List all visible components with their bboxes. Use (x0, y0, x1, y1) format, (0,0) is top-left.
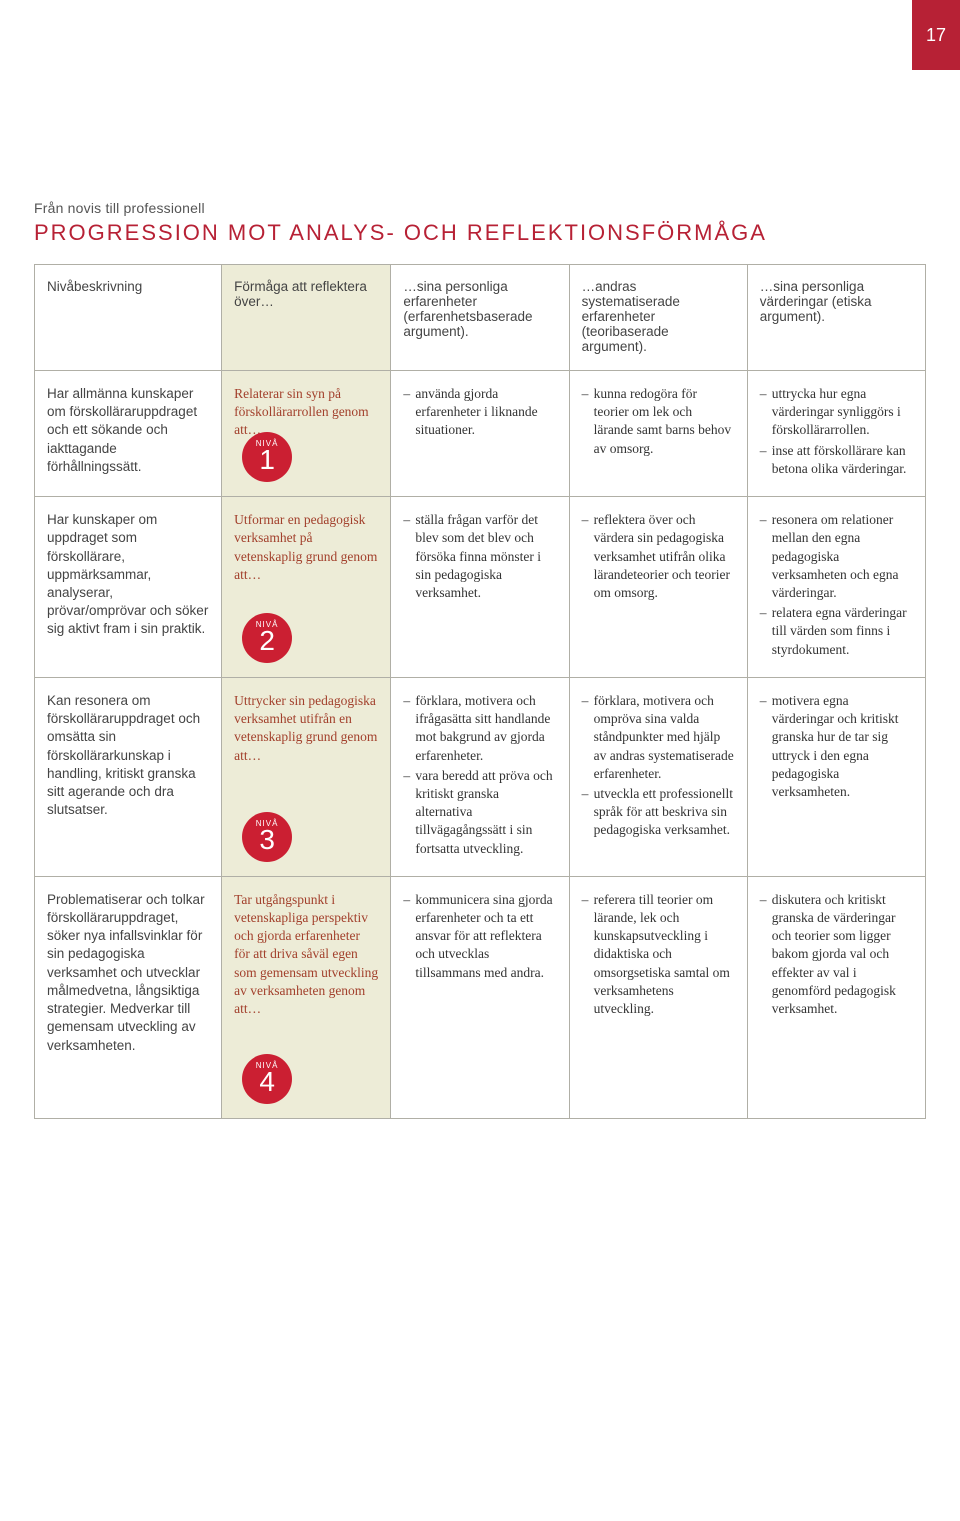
list-item: reflektera över och värdera sin pedagogi… (582, 511, 735, 602)
dash-list: kunna redogöra för teorier om lek och lä… (582, 385, 735, 458)
level-lead: Tar utgångspunkt i vetenskapliga perspek… (222, 876, 391, 1119)
table-row: Har allmänna kunskaper om förskollärarup… (35, 371, 926, 497)
level-badge-number: 2 (259, 627, 275, 655)
page-number-badge: 17 (912, 0, 960, 70)
header-personliga-erfarenheter: …sina personliga erfarenheter (erfarenhe… (391, 265, 569, 371)
level-lead: Uttrycker sin pedagogiska verksamhet uti… (222, 677, 391, 876)
dash-list: motivera egna värderingar och kritiskt g… (760, 692, 913, 801)
table-row: Har kunskaper om uppdraget som förskollä… (35, 497, 926, 678)
level-badge: NIVÅ 3 (242, 812, 292, 862)
list-item: förklara, motivera och ifrågasätta sitt … (403, 692, 556, 765)
list-item: vara beredd att pröva och kritiskt grans… (403, 767, 556, 858)
table-body: Har allmänna kunskaper om förskollärarup… (35, 371, 926, 1119)
list-item: utveckla ett professionellt språk för at… (582, 785, 735, 840)
list-item: kunna redogöra för teorier om lek och lä… (582, 385, 735, 458)
page-title: PROGRESSION MOT ANALYS- OCH REFLEKTIONSF… (34, 220, 926, 246)
dash-list: referera till teorier om lärande, lek oc… (582, 891, 735, 1019)
table-header-row: Nivåbeskrivning Förmåga att reflektera ö… (35, 265, 926, 371)
cell-c4: reflektera över och värdera sin pedagogi… (569, 497, 747, 678)
list-item: använda gjorda erfarenheter i liknande s… (403, 385, 556, 440)
cell-c4: kunna redogöra för teorier om lek och lä… (569, 371, 747, 497)
list-item: ställa frågan varför det blev som det bl… (403, 511, 556, 602)
dash-list: kommunicera sina gjorda erfarenheter och… (403, 891, 556, 982)
cell-c5: resonera om relationer mellan den egna p… (747, 497, 925, 678)
cell-c5: motivera egna värderingar och kritiskt g… (747, 677, 925, 876)
header-personliga-varderingar: …sina personliga värderingar (etiska arg… (747, 265, 925, 371)
cell-c3: förklara, motivera och ifrågasätta sitt … (391, 677, 569, 876)
cell-c3: använda gjorda erfarenheter i liknande s… (391, 371, 569, 497)
page: 17 Från novis till professionell PROGRES… (0, 0, 960, 1521)
dash-list: förklara, motivera och ompröva sina vald… (582, 692, 735, 840)
list-item: motivera egna värderingar och kritiskt g… (760, 692, 913, 801)
cell-c4: förklara, motivera och ompröva sina vald… (569, 677, 747, 876)
dash-list: reflektera över och värdera sin pedagogi… (582, 511, 735, 602)
dash-list: uttrycka hur egna värderingar synliggörs… (760, 385, 913, 478)
list-item: resonera om relationer mellan den egna p… (760, 511, 913, 602)
list-item: kommunicera sina gjorda erfarenheter och… (403, 891, 556, 982)
content-area: Från novis till professionell PROGRESSIO… (0, 0, 960, 1159)
lead-text: Utformar en pedagogisk verksamhet på vet… (234, 512, 377, 582)
header-andras-erfarenheter: …andras systematiserade erfarenheter (te… (569, 265, 747, 371)
level-lead: Utformar en pedagogisk verksamhet på vet… (222, 497, 391, 678)
list-item: relatera egna värderingar till värden so… (760, 604, 913, 659)
lead-text: Uttrycker sin pedagogiska verksamhet uti… (234, 693, 377, 763)
list-item: inse att förskollärare kan betona olika … (760, 442, 913, 478)
level-badge: NIVÅ 2 (242, 613, 292, 663)
level-badge-number: 1 (259, 446, 275, 474)
level-description: Har kunskaper om uppdraget som förskollä… (35, 497, 222, 678)
level-badge: NIVÅ 4 (242, 1054, 292, 1104)
header-formaga: Förmåga att reflektera över… (222, 265, 391, 371)
list-item: diskutera och kritiskt granska de värder… (760, 891, 913, 1019)
supertitle: Från novis till professionell (34, 200, 926, 216)
list-item: uttrycka hur egna värderingar synliggörs… (760, 385, 913, 440)
dash-list: använda gjorda erfarenheter i liknande s… (403, 385, 556, 440)
list-item: referera till teorier om lärande, lek oc… (582, 891, 735, 1019)
lead-text: Tar utgångspunkt i vetenskapliga perspek… (234, 892, 378, 1016)
level-lead: Relaterar sin syn på förskollärarrollen … (222, 371, 391, 497)
level-description: Har allmänna kunskaper om förskollärarup… (35, 371, 222, 497)
cell-c4: referera till teorier om lärande, lek oc… (569, 876, 747, 1119)
level-badge: NIVÅ 1 (242, 432, 292, 482)
level-badge-number: 3 (259, 826, 275, 854)
page-number: 17 (926, 25, 946, 46)
lead-text: Relaterar sin syn på förskollärarrollen … (234, 386, 369, 437)
progression-table: Nivåbeskrivning Förmåga att reflektera ö… (34, 264, 926, 1119)
dash-list: diskutera och kritiskt granska de värder… (760, 891, 913, 1019)
level-description: Kan resonera om förskolläraruppdraget oc… (35, 677, 222, 876)
level-badge-number: 4 (259, 1068, 275, 1096)
table-row: Problematiserar och tolkar förskolläraru… (35, 876, 926, 1119)
cell-c5: diskutera och kritiskt granska de värder… (747, 876, 925, 1119)
table-row: Kan resonera om förskolläraruppdraget oc… (35, 677, 926, 876)
level-description: Problematiserar och tolkar förskolläraru… (35, 876, 222, 1119)
cell-c5: uttrycka hur egna värderingar synliggörs… (747, 371, 925, 497)
dash-list: resonera om relationer mellan den egna p… (760, 511, 913, 659)
cell-c3: ställa frågan varför det blev som det bl… (391, 497, 569, 678)
header-nivabeskrivning: Nivåbeskrivning (35, 265, 222, 371)
dash-list: ställa frågan varför det blev som det bl… (403, 511, 556, 602)
list-item: förklara, motivera och ompröva sina vald… (582, 692, 735, 783)
cell-c3: kommunicera sina gjorda erfarenheter och… (391, 876, 569, 1119)
dash-list: förklara, motivera och ifrågasätta sitt … (403, 692, 556, 858)
